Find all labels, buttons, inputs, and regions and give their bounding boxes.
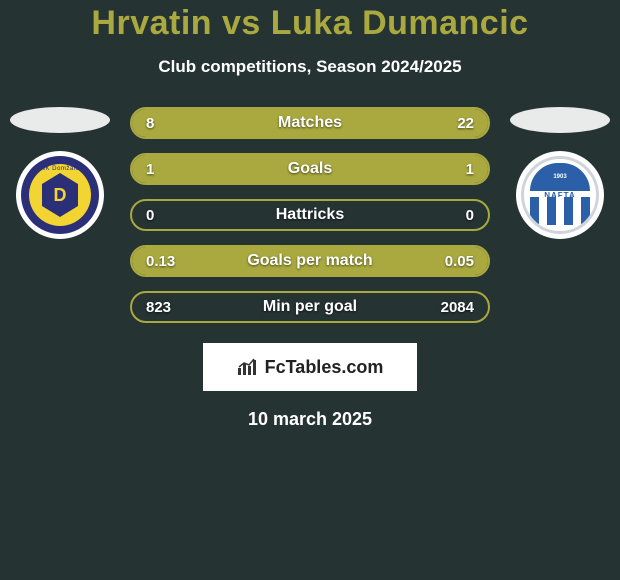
right-player-col: 1903 NAFTA [510, 107, 610, 239]
club-left-initial: D [42, 173, 78, 217]
nafta-badge-icon: 1903 NAFTA [521, 156, 599, 234]
stats-column: 8Matches22 1Goals1 0Hattricks0 0.13Goals pe… [110, 107, 510, 337]
comparison-card: Hrvatin vs Luka Dumancic Club competitio… [0, 0, 620, 430]
player-silhouette-right [510, 107, 610, 133]
chart-icon [237, 358, 259, 376]
stat-overlay: 0.13Goals per match0.05 [132, 247, 488, 275]
domzale-badge-icon: NK Domžale D [21, 156, 99, 234]
player-silhouette-left [10, 107, 110, 133]
stat-label: Min per goal [132, 298, 488, 316]
stat-overlay: 823Min per goal2084 [132, 293, 488, 321]
club-logo-right: 1903 NAFTA [516, 151, 604, 239]
brand-watermark: FcTables.com [203, 343, 417, 391]
left-player-col: NK Domžale D [10, 107, 110, 239]
stat-bar: 823Min per goal2084 [130, 291, 490, 323]
stat-label: Goals [132, 160, 488, 178]
brand-text: FcTables.com [265, 357, 384, 378]
club-right-stripes [530, 197, 590, 225]
stat-label: Matches [132, 114, 488, 132]
date-label: 10 march 2025 [0, 409, 620, 430]
page-title: Hrvatin vs Luka Dumancic [0, 4, 620, 43]
stat-bar: 0.13Goals per match0.05 [130, 245, 490, 277]
stat-overlay: 8Matches22 [132, 109, 488, 137]
club-right-year: 1903 [530, 163, 590, 191]
club-logo-left: NK Domžale D [16, 151, 104, 239]
stat-overlay: 0Hattricks0 [132, 201, 488, 229]
stat-bar: 0Hattricks0 [130, 199, 490, 231]
stat-bar: 8Matches22 [130, 107, 490, 139]
stat-label: Goals per match [132, 252, 488, 270]
subtitle: Club competitions, Season 2024/2025 [0, 57, 620, 77]
stat-bar: 1Goals1 [130, 153, 490, 185]
main-row: NK Domžale D 8Matches22 1Goals1 0Hattricks… [0, 107, 620, 337]
stat-label: Hattricks [132, 206, 488, 224]
club-left-name: NK Domžale [41, 166, 80, 172]
stat-overlay: 1Goals1 [132, 155, 488, 183]
